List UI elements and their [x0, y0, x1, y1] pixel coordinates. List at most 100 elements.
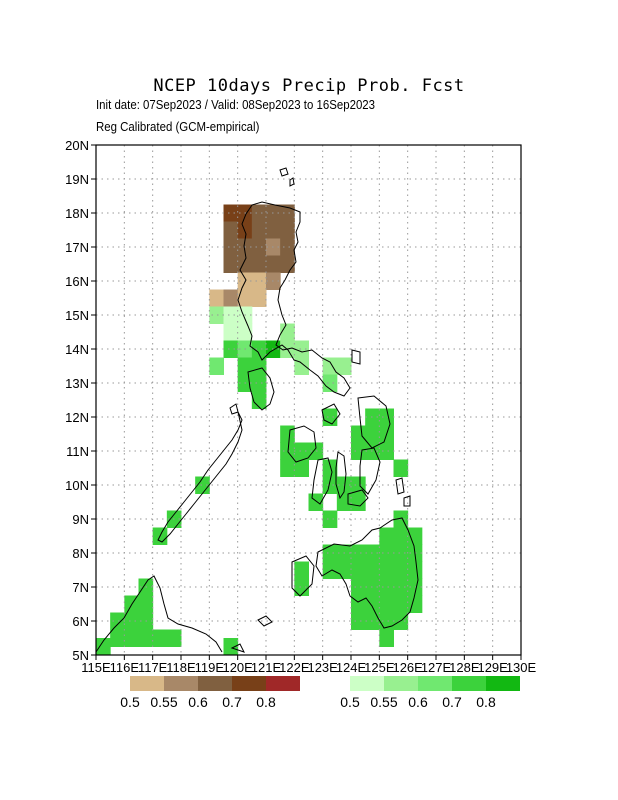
dry-prob-cell [223, 204, 239, 222]
map-title: NCEP 10days Precip Prob. Fcst [153, 76, 465, 96]
wet-prob-cell [223, 323, 239, 341]
wet-prob-cell [294, 578, 309, 596]
wet-prob-cell [96, 638, 111, 656]
x-tick-label: 119E [195, 660, 225, 675]
coastline-calamian [229, 403, 239, 415]
dry-legend-label: 0.8 [256, 694, 276, 710]
x-tick-label: 121E [251, 660, 282, 675]
coastline-batanes [289, 177, 295, 187]
x-tick-label: 115E [81, 660, 111, 675]
wet-prob-cell [110, 612, 125, 630]
legend-wet: 0.5 0.55 0.6 0.7 0.8 [340, 676, 520, 710]
wet-legend-swatch [486, 676, 520, 691]
coastline-bohol [347, 489, 369, 507]
x-tick-label: 120E [222, 660, 253, 675]
wet-prob-cell [322, 544, 338, 562]
x-tick-label: 125E [364, 660, 395, 675]
wet-legend-label: 0.55 [370, 694, 397, 710]
y-tick-label: 5N [72, 648, 89, 663]
y-tick-label: 18N [65, 206, 89, 221]
wet-prob-cell [251, 391, 267, 409]
x-tick-label: 116E [110, 660, 140, 675]
wet-legend-label: 0.7 [442, 694, 462, 710]
wet-legend-swatch [350, 676, 384, 691]
wet-prob-cell [379, 527, 394, 545]
wet-legend-swatch [384, 676, 418, 691]
dry-prob-cell [251, 289, 267, 307]
coastline-catanduanes [351, 349, 361, 365]
dry-prob-cell [223, 221, 239, 239]
wet-prob-cell [322, 357, 338, 375]
coastline-cebu [335, 451, 347, 500]
wet-prob-cell [407, 561, 423, 579]
x-tick-label: 129E [477, 660, 508, 675]
wet-prob-cell [294, 357, 309, 375]
dry-prob-cell [223, 255, 239, 273]
dry-legend-swatch [266, 676, 300, 691]
wet-prob-cell [393, 544, 409, 562]
wet-prob-cell [280, 425, 295, 443]
wet-prob-cell [407, 527, 423, 545]
coastline-mindanao [315, 517, 419, 629]
wet-prob-cell [393, 578, 409, 596]
dry-prob-cell [237, 255, 253, 273]
coastline-leyte [359, 447, 381, 495]
x-tick-label: 117E [138, 660, 168, 675]
wet-prob-cell [365, 561, 380, 579]
y-tick-label: 15N [65, 308, 89, 323]
wet-prob-cell [365, 442, 380, 460]
wet-prob-cell [351, 425, 366, 443]
coastline-dinagat [395, 477, 405, 495]
wet-legend-swatch [452, 676, 486, 691]
wet-prob-cell [322, 510, 338, 528]
wet-prob-cell [365, 544, 380, 562]
x-tick-label: 124E [336, 660, 367, 675]
dry-legend-label: 0.55 [150, 694, 177, 710]
x-tick-label: 126E [392, 660, 423, 675]
legend-dry: 0.5 0.55 0.6 0.7 0.8 [120, 676, 300, 710]
latitude-ticks: 5N 6N 7N 8N 9N 10N 11N 12N 13N 14N 15N 16N 17N 18N 19N… [65, 138, 96, 663]
coastline-siargao [403, 495, 411, 507]
calibration-method: Reg Calibrated (GCM-empirical) [96, 119, 260, 134]
dry-prob-cell [251, 221, 267, 239]
wet-prob-cell [322, 459, 338, 477]
wet-prob-cell [166, 629, 182, 647]
y-tick-label: 7N [72, 580, 89, 595]
dry-prob-cell [280, 255, 295, 273]
y-tick-label: 16N [65, 274, 89, 289]
wet-prob-cell [124, 629, 139, 647]
coastline-babuyan [279, 167, 289, 177]
wet-prob-cell [351, 612, 366, 630]
wet-prob-cell [393, 561, 409, 579]
coastline-samar [357, 395, 391, 449]
wet-legend-swatch [418, 676, 452, 691]
wet-legend-label: 0.5 [340, 694, 360, 710]
coastline-sulu [257, 615, 273, 627]
wet-prob-cell [209, 357, 224, 375]
wet-prob-cell [351, 493, 366, 511]
dry-prob-cell [237, 289, 253, 307]
dry-prob-cell [209, 289, 224, 307]
coastline-mindoro [247, 367, 275, 411]
wet-prob-cell [365, 578, 380, 596]
coastline-tawitawi [230, 643, 245, 653]
wet-prob-cell [393, 527, 409, 545]
wet-prob-cell [223, 638, 239, 656]
wet-prob-cell [223, 306, 239, 324]
x-tick-label: 130E [506, 660, 537, 675]
wet-prob-cell [251, 374, 267, 392]
wet-prob-cell [351, 544, 366, 562]
wet-prob-cell [294, 442, 309, 460]
wet-legend-label: 0.6 [408, 694, 428, 710]
wet-prob-cell [280, 459, 295, 477]
dry-legend-label: 0.6 [188, 694, 208, 710]
wet-prob-cell [110, 629, 125, 647]
dry-prob-cell [251, 238, 267, 256]
wet-prob-cell [294, 561, 309, 579]
y-tick-label: 11N [66, 444, 89, 459]
wet-prob-cell [365, 425, 380, 443]
coastline-negros [311, 457, 333, 505]
wet-prob-cell [336, 561, 352, 579]
dry-prob-cell [280, 221, 295, 239]
wet-prob-cell [280, 323, 295, 341]
